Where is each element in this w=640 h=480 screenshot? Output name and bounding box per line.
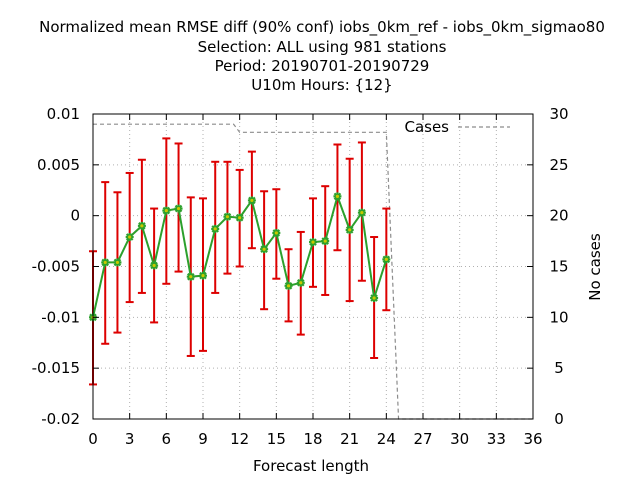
marker-center <box>373 296 376 299</box>
x-tick-label: 30 <box>450 430 469 448</box>
data-point <box>285 282 293 290</box>
data-point <box>272 229 280 237</box>
marker-center <box>128 235 131 238</box>
data-point <box>346 226 354 234</box>
data-point <box>236 214 244 222</box>
marker-center <box>275 231 278 234</box>
y2-tick-label: 30 <box>549 105 568 123</box>
marker-center <box>287 284 290 287</box>
data-point <box>101 258 109 266</box>
data-point <box>162 207 170 215</box>
y-tick-label: -0.005 <box>32 258 80 276</box>
data-point <box>187 273 195 281</box>
marker-center <box>189 275 192 278</box>
y2-tick-label: 0 <box>554 410 564 428</box>
x-tick-label: 24 <box>377 430 396 448</box>
x-axis-label: Forecast length <box>253 457 369 475</box>
marker-center <box>250 199 253 202</box>
x-tick-label: 15 <box>267 430 286 448</box>
x-axis-tick-labels: 0 3 6 9 12 15 18 21 24 27 30 33 36 <box>88 430 542 448</box>
marker-center <box>324 239 327 242</box>
marker-center <box>140 224 143 227</box>
y-tick-label: 0.01 <box>47 105 80 123</box>
chart-title: Normalized mean RMSE diff (90% conf) iob… <box>39 18 605 94</box>
y2-tick-label: 20 <box>549 207 568 225</box>
data-point <box>321 237 329 245</box>
marker-center <box>177 207 180 210</box>
data-point <box>260 245 268 253</box>
x-tick-label: 3 <box>125 430 135 448</box>
y-tick-label: 0 <box>70 207 80 225</box>
marker-center <box>226 215 229 218</box>
marker-center <box>116 261 119 264</box>
title-line-3: Period: 20190701-20190729 <box>215 57 430 75</box>
marker-center <box>299 281 302 284</box>
data-point <box>150 261 158 269</box>
x-tick-label: 27 <box>413 430 432 448</box>
x-tick-label: 36 <box>523 430 542 448</box>
marker-center <box>385 258 388 261</box>
marker-center <box>360 211 363 214</box>
x-tick-label: 9 <box>198 430 208 448</box>
data-point <box>248 196 256 204</box>
y2-tick-label: 5 <box>554 359 564 377</box>
marker-center <box>348 228 351 231</box>
marker-center <box>214 227 217 230</box>
y-tick-label: 0.005 <box>37 156 80 174</box>
title-line-4: U10m Hours: {12} <box>251 76 392 94</box>
legend: Cases <box>404 118 510 136</box>
x-tick-label: 33 <box>487 430 506 448</box>
marker-center <box>311 241 314 244</box>
data-point <box>309 238 317 246</box>
x-tick-label: 18 <box>303 430 322 448</box>
data-point <box>382 255 390 263</box>
marker-center <box>153 264 156 267</box>
error-bars <box>89 138 390 384</box>
y-axis-tick-labels: -0.02 -0.015 -0.01 -0.005 0 0.005 0.01 <box>32 105 80 428</box>
marker-center <box>201 274 204 277</box>
marker-center <box>104 261 107 264</box>
y-tick-label: -0.01 <box>41 308 80 326</box>
y2-tick-label: 25 <box>549 156 568 174</box>
y-tick-label: -0.02 <box>41 410 80 428</box>
data-point <box>211 225 219 233</box>
title-line-1: Normalized mean RMSE diff (90% conf) iob… <box>39 18 605 37</box>
data-point <box>113 258 121 266</box>
data-point <box>175 205 183 213</box>
x-tick-label: 12 <box>230 430 249 448</box>
data-point <box>138 222 146 230</box>
y2-axis-tick-labels: 0 5 10 15 20 25 30 <box>549 105 568 428</box>
marker-center <box>238 216 241 219</box>
data-point <box>358 209 366 217</box>
data-point <box>370 294 378 302</box>
data-point <box>199 272 207 280</box>
y-tick-label: -0.015 <box>32 359 80 377</box>
data-point <box>126 233 134 241</box>
x-tick-label: 0 <box>88 430 98 448</box>
title-line-2: Selection: ALL using 981 stations <box>198 38 447 56</box>
y2-axis-label: No cases <box>586 233 604 301</box>
x-tick-label: 21 <box>340 430 359 448</box>
data-point <box>333 192 341 200</box>
marker-center <box>165 209 168 212</box>
marker-center <box>336 195 339 198</box>
x-tick-label: 6 <box>162 430 172 448</box>
y2-tick-label: 10 <box>549 308 568 326</box>
data-point <box>297 279 305 287</box>
y2-tick-label: 15 <box>549 258 568 276</box>
data-point <box>223 213 231 221</box>
marker-center <box>263 248 266 251</box>
legend-label-cases: Cases <box>404 118 449 136</box>
